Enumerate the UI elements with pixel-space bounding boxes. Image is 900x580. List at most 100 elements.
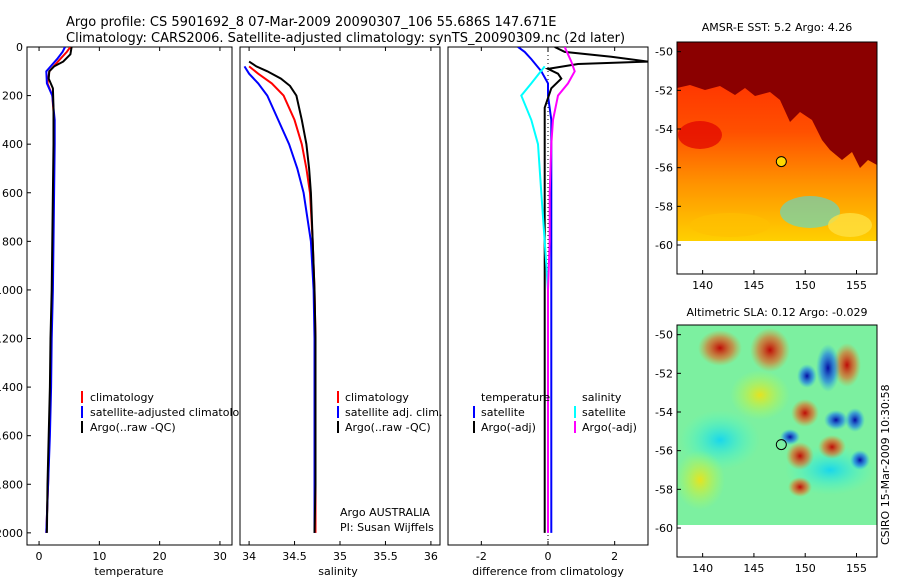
legend-header-salinity: salinity [582,391,622,404]
legend-label-climatology: climatology [90,391,154,404]
temperature-legend: climatology satellite-adjusted climatolo… [81,391,253,434]
sla-red-eddy-6 [786,442,814,470]
legend-label-temp-satellite: satellite [481,406,525,419]
sst-map-title: AMSR-E SST: 5.2 Argo: 4.26 [702,21,853,34]
sla-heatmap [677,325,877,525]
salinity-xlabel: salinity [318,565,358,578]
sla-x-ticks: 140 145 150 155 [692,553,867,575]
map-y-tick-label: -56 [655,445,673,458]
sst-argo-marker [775,156,787,168]
temperature-xlabel: temperature [94,565,163,578]
y-tick-label: 0 [16,41,23,54]
sla-red-eddy-4 [791,399,819,427]
salinity-legend: climatology satellite adj. clim. Argo(..… [337,391,442,434]
sla-argo-marker [775,439,787,451]
figure-title-line1: Argo profile: CS 5901692_8 07-Mar-2009 2… [66,15,556,30]
series-line-1 [543,47,648,533]
sst-heatmap [677,42,877,241]
difference-xlabel: difference from climatology [472,565,624,578]
sla-red-eddy-2 [750,328,790,372]
temperature-panel: 0 10 20 30 0 200 400 600 800 1000 1200 1400 1600 180… [0,41,253,578]
map-x-tick-label: 150 [795,562,816,575]
y-tick-label: 600 [2,187,23,200]
x-tick-label: 36 [424,550,438,563]
y-tick-label: 1000 [0,284,23,297]
temperature-axes-box [26,46,233,546]
salinity-x-ticks: 34 34.5 35 35.5 36 [242,47,438,563]
legend-label-sal-climatology: climatology [345,391,409,404]
x-tick-label: -2 [476,550,487,563]
temperature-y-ticks: 0 200 400 600 800 1000 1200 1400 1600 1800 2000 [0,41,31,540]
y-tick-label: 1400 [0,381,23,394]
x-tick-label: 0 [36,550,43,563]
sla-blue-eddy-4 [845,408,865,432]
map-y-tick-label: -56 [655,162,673,175]
sla-map-title: Altimetric SLA: 0.12 Argo: -0.029 [687,306,868,319]
map-y-tick-label: -52 [655,367,673,380]
sla-map-frame [676,324,878,558]
sla-yellow-blob-2 [677,450,725,510]
sla-red-eddy-7 [788,477,812,497]
temperature-x-ticks: 0 10 20 30 [36,47,227,563]
sst-map-frame [676,41,878,275]
series-line-2 [248,60,317,533]
sst-cool-patch [780,196,840,228]
y-tick-label: 200 [2,90,23,103]
sst-y-ticks: -50 -52 -54 -56 -58 -60 [655,46,681,252]
x-tick-label: 10 [92,550,106,563]
salinity-axes-box [239,46,441,546]
annotation-pi-name: PI: Susan Wijffels [340,521,434,534]
annotation-argo-australia: Argo AUSTRALIA [340,506,430,519]
map-x-tick-label: 150 [795,279,816,292]
legend-label-sal-sat-diff: satellite [582,406,626,419]
sst-amber-patch [690,213,770,237]
map-x-tick-label: 155 [846,279,867,292]
x-tick-label: 35.5 [373,550,398,563]
legend-label-sal-satellite: satellite adj. clim. [345,406,442,419]
temperature-plot-area [45,47,73,533]
legend-label-temp-argo: Argo(-adj) [481,421,536,434]
y-tick-label: 800 [2,235,23,248]
salinity-plot-area [243,60,317,533]
x-tick-label: 35 [333,550,347,563]
map-y-tick-label: -60 [655,239,673,252]
sla-red-eddy-1 [698,330,742,366]
sla-map-panel: Altimetric SLA: 0.12 Argo: -0.029 [655,306,878,575]
y-tick-label: 1200 [0,333,23,346]
sla-blue-eddy-5 [780,429,800,445]
x-tick-label: 34.5 [282,550,307,563]
map-y-tick-label: -50 [655,46,673,59]
map-y-tick-label: -54 [655,123,673,136]
difference-panel: -2 0 2 difference from climatology tempera… [447,46,649,578]
sst-map-panel: AMSR-E SST: 5.2 Argo: 4.26 140 145 150 155 … [655,21,878,292]
salinity-panel: 34 34.5 35 35.5 36 salinity climatology sate… [239,46,442,578]
timestamp-stamp: CSIRO 15-Mar-2009 10:30:58 [879,384,892,545]
sst-x-ticks: 140 145 150 155 [692,270,867,292]
x-tick-label: 30 [213,550,227,563]
map-y-tick-label: -60 [655,522,673,535]
map-y-tick-label: -58 [655,483,673,496]
y-tick-label: 2000 [0,527,23,540]
map-y-tick-label: -50 [655,329,673,342]
sla-blue-eddy-6 [850,450,870,470]
x-tick-label: 0 [545,550,552,563]
series-line-1 [45,47,66,533]
x-tick-label: 34 [242,550,256,563]
legend-label-sal-argo-diff: Argo(-adj) [582,421,637,434]
map-x-tick-label: 145 [743,279,764,292]
map-y-tick-label: -54 [655,406,673,419]
series-line-3 [547,47,576,533]
sst-warm-patch [678,121,722,149]
x-tick-label: 2 [611,550,618,563]
legend-label-argo: Argo(..raw -QC) [90,421,176,434]
map-x-tick-label: 155 [846,562,867,575]
legend-header-temperature: temperature [481,391,550,404]
sla-red-eddy-5 [818,435,846,459]
y-tick-label: 400 [2,138,23,151]
y-tick-label: 1600 [0,430,23,443]
legend-label-satellite: satellite-adjusted climatology [90,406,253,419]
sla-blue-eddy-3 [824,410,848,430]
y-tick-label: 1800 [0,478,23,491]
